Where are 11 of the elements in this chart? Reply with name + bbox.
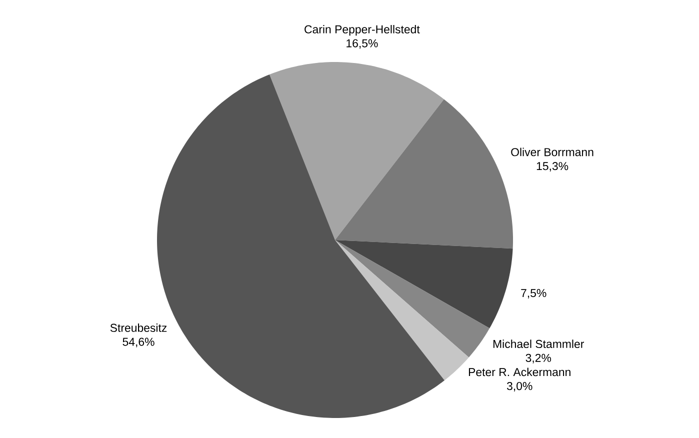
slice-label: Oliver Borrmann	[511, 148, 594, 156]
slice-label: Streubesitz	[110, 324, 167, 332]
data-label: 54,6%	[122, 338, 154, 348]
slice-label: Michael Stammler	[493, 340, 584, 348]
slice-label: Carin Pepper-Hellstedt	[304, 24, 420, 36]
data-label: 7,5%	[521, 289, 546, 298]
data-label: 15,3%	[536, 162, 568, 172]
slice-label: Peter R. Ackermann	[468, 368, 570, 376]
data-label: 3,2%	[526, 354, 552, 364]
data-label: 3,0%	[506, 382, 532, 392]
data-label: 16,5%	[346, 39, 378, 49]
